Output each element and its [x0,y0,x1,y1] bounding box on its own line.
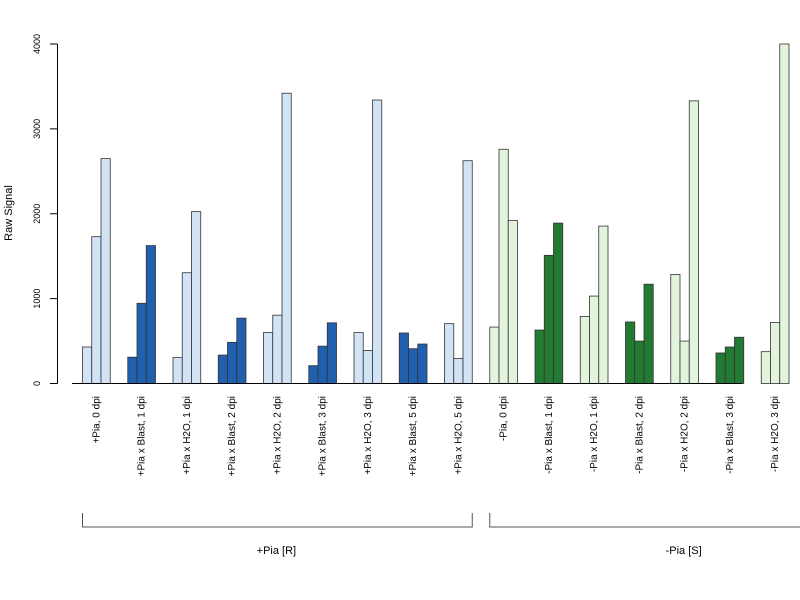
bar [462,160,473,384]
group-brackets: +Pia [R] -Pia [S] [82,513,800,557]
bar [760,351,771,384]
bar [82,346,93,384]
x-tick-label: +Pia x H2O, 1 dpi [182,396,193,475]
bar [308,365,319,384]
bar [625,321,636,384]
y-tick-label: 1000 [32,289,42,309]
x-tick-label: -Pia x H2O, 3 dpi [770,396,781,472]
y-tick-label: 0 [32,381,42,386]
x-tick-label: -Pia x Blast, 2 dpi [634,396,645,474]
x-tick-label: -Pia x Blast, 3 dpi [725,396,736,474]
bar [634,340,645,384]
x-tick-label: +Pia, 0 dpi [91,396,102,444]
x-tick-label: +Pia x Blast, 3 dpi [318,396,329,476]
bar [724,346,735,384]
bar [643,283,654,384]
x-tick-label: +Pia x H2O, 3 dpi [363,396,374,475]
bar [398,332,409,384]
bar [534,329,545,384]
bar [317,345,328,384]
bar [181,272,192,384]
bar [227,341,238,384]
bar [326,322,337,384]
bar [553,222,564,384]
bar [589,295,600,384]
bar [688,100,699,384]
bar [579,316,590,384]
x-tick-label: +Pia x Blast, 5 dpi [408,396,419,476]
x-tick-label: -Pia, 0 dpi [499,396,510,441]
bar [236,317,247,384]
x-tick-label: +Pia x H2O, 2 dpi [272,396,283,475]
bar [172,357,183,384]
bar [263,332,274,384]
y-tick-label: 3000 [32,119,42,139]
bars [82,43,790,384]
bar [507,220,518,384]
bar [715,352,726,384]
group-label: +Pia [R] [257,545,296,557]
y-axis: 0 1000 2000 3000 4000 [32,34,58,386]
x-tick-label: +Pia x Blast, 1 dpi [137,396,148,476]
bar [670,274,681,384]
group-label: -Pia [S] [666,545,702,557]
bar [145,245,156,384]
bar [362,349,373,384]
bar [136,302,147,384]
x-tick-label: +Pia x H2O, 5 dpi [453,396,464,475]
bar [417,343,428,384]
y-axis-label: Raw Signal [3,185,15,241]
bar [489,326,500,384]
bar [444,323,455,384]
bar [543,254,554,384]
group-bracket [82,513,473,528]
y-tick-label: 2000 [32,204,42,224]
bar [779,43,790,384]
x-tick-labels: +Pia, 0 dpi +Pia x Blast, 1 dpi +Pia x H2O… [91,396,781,476]
bar [272,314,283,384]
y-tick-label: 4000 [32,34,42,54]
bar [770,321,781,384]
bar [498,148,509,384]
bar [372,99,383,384]
bar [191,211,202,384]
bar [453,358,464,384]
bar [598,225,609,384]
x-tick-label: +Pia x Blast, 2 dpi [227,396,238,476]
bar [734,336,745,384]
group-bracket [489,513,800,528]
bar [217,354,228,384]
x-tick-label: -Pia x Blast, 1 dpi [544,396,555,474]
bar [127,356,138,384]
bar [100,158,111,384]
bar [408,348,419,384]
bar [679,340,690,384]
x-tick-label: -Pia x H2O, 1 dpi [589,396,600,472]
bar [91,236,102,384]
bar [353,332,364,384]
bar [281,92,292,384]
x-tick-label: -Pia x H2O, 2 dpi [680,396,691,472]
